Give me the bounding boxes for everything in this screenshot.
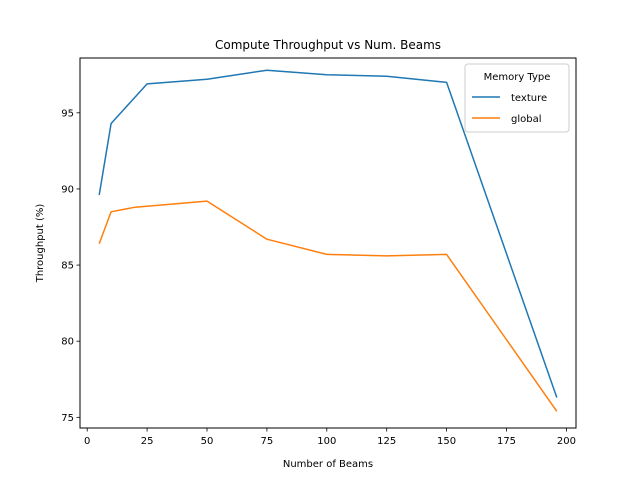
x-tick-label: 175 (497, 436, 516, 447)
y-tick-label: 80 (61, 337, 74, 348)
y-tick-label: 85 (61, 261, 74, 272)
x-axis-label: Number of Beams (283, 459, 373, 470)
y-axis-label: Throughput (%) (35, 204, 46, 284)
legend-title: Memory Type (484, 72, 551, 83)
legend-label-global: global (511, 114, 542, 125)
legend-box (464, 63, 570, 133)
y-tick-label: 75 (61, 413, 74, 424)
x-tick-label: 25 (141, 436, 154, 447)
y-tick-label: 90 (61, 184, 74, 195)
x-tick-label: 150 (437, 436, 456, 447)
legend-label-texture: texture (511, 93, 547, 104)
plot-frame (79, 57, 577, 429)
x-tick-label: 75 (261, 436, 274, 447)
series-line-texture (98, 69, 558, 398)
x-tick-label: 0 (84, 436, 90, 447)
x-tick-label: 100 (317, 436, 336, 447)
x-tick-label: 50 (201, 436, 214, 447)
plot-area: 0 25 50 75 100 125 150 175 200 75 80 85 90 95 (61, 108, 576, 447)
y-tick-label: 95 (61, 108, 74, 119)
x-tick-label: 125 (377, 436, 396, 447)
chart-title: Compute Throughput vs Num. Beams (215, 38, 441, 52)
legend: Memory Type texture global (464, 63, 570, 133)
series-line-global (98, 200, 558, 412)
series-lines (98, 69, 558, 412)
x-tick-label: 200 (557, 436, 576, 447)
